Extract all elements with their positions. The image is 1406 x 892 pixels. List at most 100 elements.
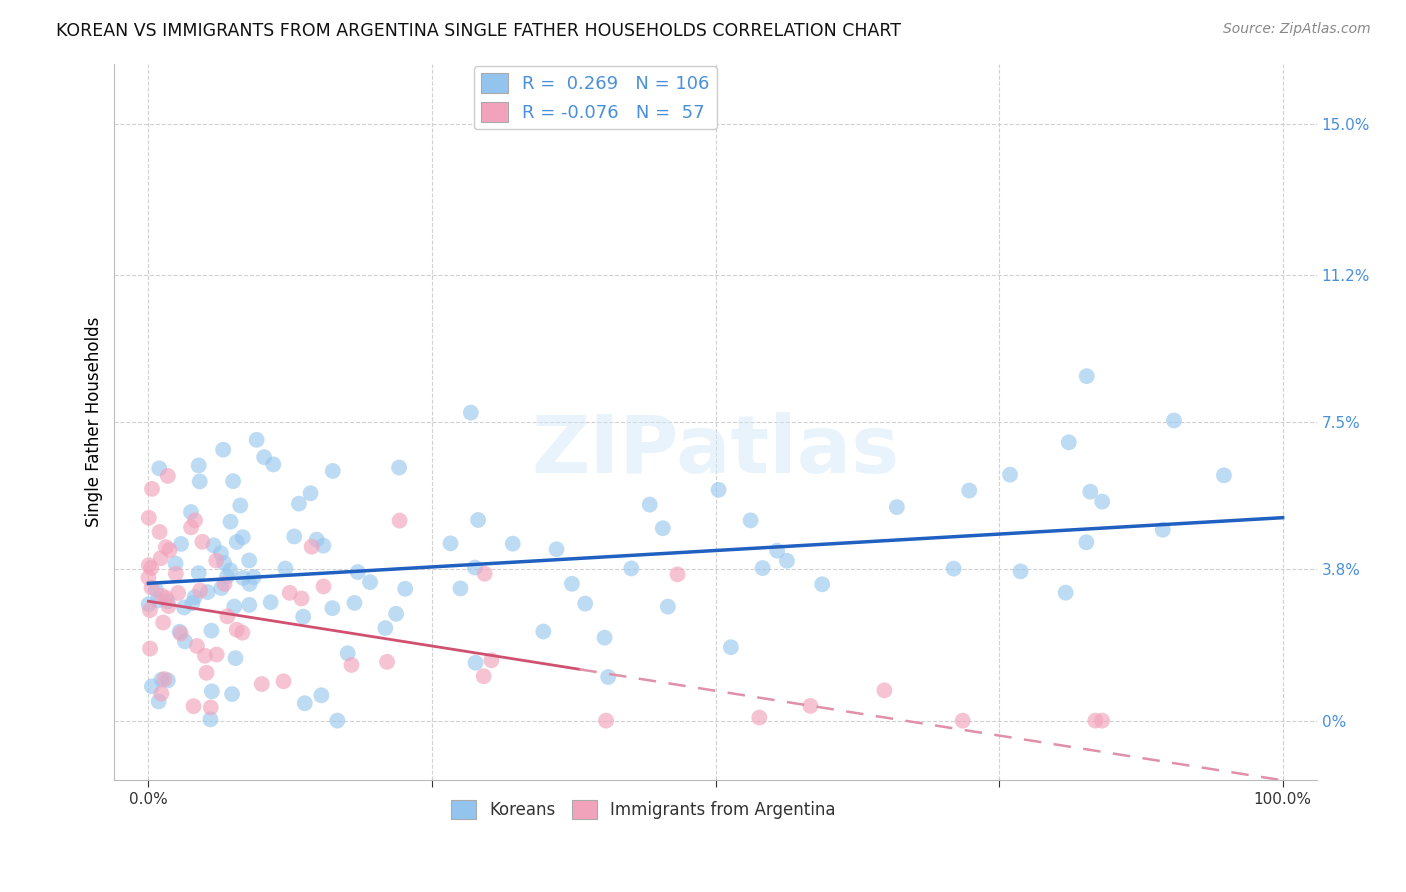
Point [385,607,408,621]
Point [224,651,246,665]
Point [183,590,205,604]
Point [197,585,219,599]
Point [1054,585,1077,599]
Point [202,538,225,552]
Point [155,591,177,605]
Point [200,700,222,714]
Point [278,586,301,600]
Point [146,593,169,607]
Point [322,464,344,478]
Point [152,615,174,630]
Point [138,570,160,584]
Point [375,655,398,669]
Point [141,680,163,694]
Point [439,536,461,550]
Point [150,687,173,701]
Point [873,683,896,698]
Point [188,583,211,598]
Point [598,670,620,684]
Point [359,575,381,590]
Point [187,566,209,580]
Point [1084,714,1107,728]
Point [259,595,281,609]
Point [1057,435,1080,450]
Point [467,513,489,527]
Point [180,505,202,519]
Point [219,515,242,529]
Point [225,623,247,637]
Point [657,599,679,614]
Point [221,687,243,701]
Text: ZIPatlas: ZIPatlas [531,412,900,490]
Point [150,673,173,687]
Point [156,594,179,608]
Point [191,534,214,549]
Point [209,581,232,595]
Point [159,543,181,558]
Point [170,626,193,640]
Point [186,639,208,653]
Point [283,529,305,543]
Point [952,714,974,728]
Point [165,557,187,571]
Point [1213,468,1236,483]
Point [187,458,209,473]
Point [141,581,163,595]
Point [229,499,252,513]
Point [305,533,328,547]
Point [238,553,260,567]
Point [460,406,482,420]
Point [1078,484,1101,499]
Point [666,567,689,582]
Point [388,514,411,528]
Point [170,537,193,551]
Point [346,565,368,579]
Point [148,461,170,475]
Point [942,561,965,575]
Point [200,624,222,638]
Point [464,560,486,574]
Point [219,563,242,577]
Point [205,648,228,662]
Point [201,684,224,698]
Point [1076,369,1098,384]
Point [472,669,495,683]
Point [242,570,264,584]
Point [238,598,260,612]
Point [1076,535,1098,549]
Point [150,589,173,603]
Point [651,521,673,535]
Point [274,561,297,575]
Point [290,591,312,606]
Point [157,599,180,613]
Point [561,576,583,591]
Point [776,554,799,568]
Point [751,561,773,575]
Point [165,566,187,581]
Point [224,599,246,614]
Point [1163,413,1185,427]
Point [311,688,333,702]
Point [138,597,160,611]
Point [301,540,323,554]
Point [205,553,228,567]
Point [180,520,202,534]
Point [139,603,162,617]
Point [195,665,218,680]
Point [145,582,167,597]
Point [212,556,235,570]
Point [141,482,163,496]
Point [217,609,239,624]
Point [153,672,176,686]
Point [288,497,311,511]
Point [546,542,568,557]
Point [188,475,211,489]
Point [209,546,232,560]
Point [149,524,172,539]
Point [811,577,834,591]
Point [231,625,253,640]
Point [174,634,197,648]
Point [312,579,335,593]
Point [449,582,471,596]
Point [184,513,207,527]
